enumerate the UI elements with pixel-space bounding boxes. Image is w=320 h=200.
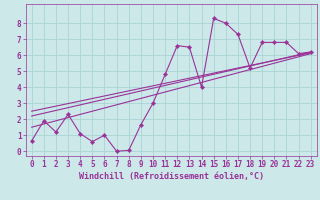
X-axis label: Windchill (Refroidissement éolien,°C): Windchill (Refroidissement éolien,°C) [79,172,264,181]
